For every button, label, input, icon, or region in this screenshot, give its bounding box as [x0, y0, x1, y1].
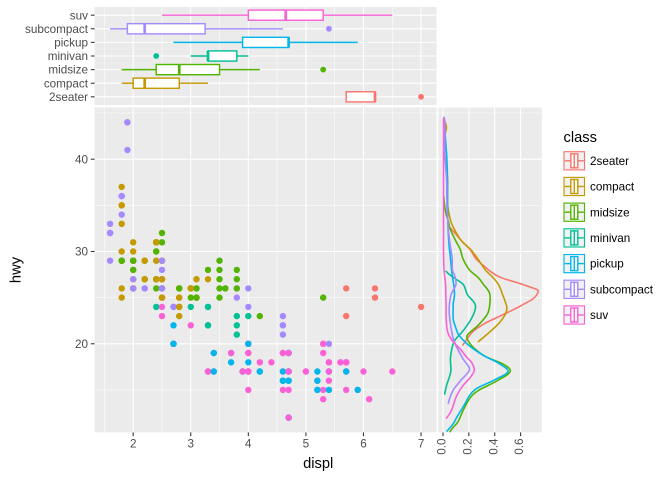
svg-text:displ: displ [303, 456, 333, 472]
svg-text:midsize: midsize [48, 64, 88, 77]
svg-text:minivan: minivan [590, 232, 630, 245]
svg-text:subcompact: subcompact [25, 23, 89, 36]
svg-text:2: 2 [130, 438, 137, 451]
svg-text:0.4: 0.4 [487, 438, 500, 455]
svg-text:midsize: midsize [590, 206, 630, 219]
svg-text:0.6: 0.6 [513, 439, 526, 455]
svg-text:0.0: 0.0 [436, 438, 449, 455]
svg-text:hwy: hwy [9, 256, 25, 283]
svg-text:2seater: 2seater [590, 155, 629, 168]
svg-text:6: 6 [360, 438, 367, 451]
svg-text:0.2: 0.2 [462, 439, 475, 455]
svg-text:class: class [564, 130, 597, 146]
svg-text:subcompact: subcompact [590, 283, 654, 296]
svg-text:minivan: minivan [48, 50, 88, 63]
svg-text:2seater: 2seater [49, 91, 88, 104]
svg-text:30: 30 [75, 246, 89, 259]
svg-text:7: 7 [418, 438, 425, 451]
svg-text:suv: suv [590, 309, 608, 322]
svg-text:20: 20 [75, 338, 89, 351]
svg-text:compact: compact [44, 77, 89, 90]
svg-text:pickup: pickup [590, 258, 624, 271]
svg-text:4: 4 [245, 438, 252, 451]
svg-text:suv: suv [70, 9, 88, 22]
svg-text:compact: compact [590, 181, 635, 194]
svg-text:40: 40 [75, 153, 89, 166]
svg-text:5: 5 [303, 438, 310, 451]
svg-text:3: 3 [188, 438, 195, 451]
svg-text:pickup: pickup [54, 37, 88, 50]
